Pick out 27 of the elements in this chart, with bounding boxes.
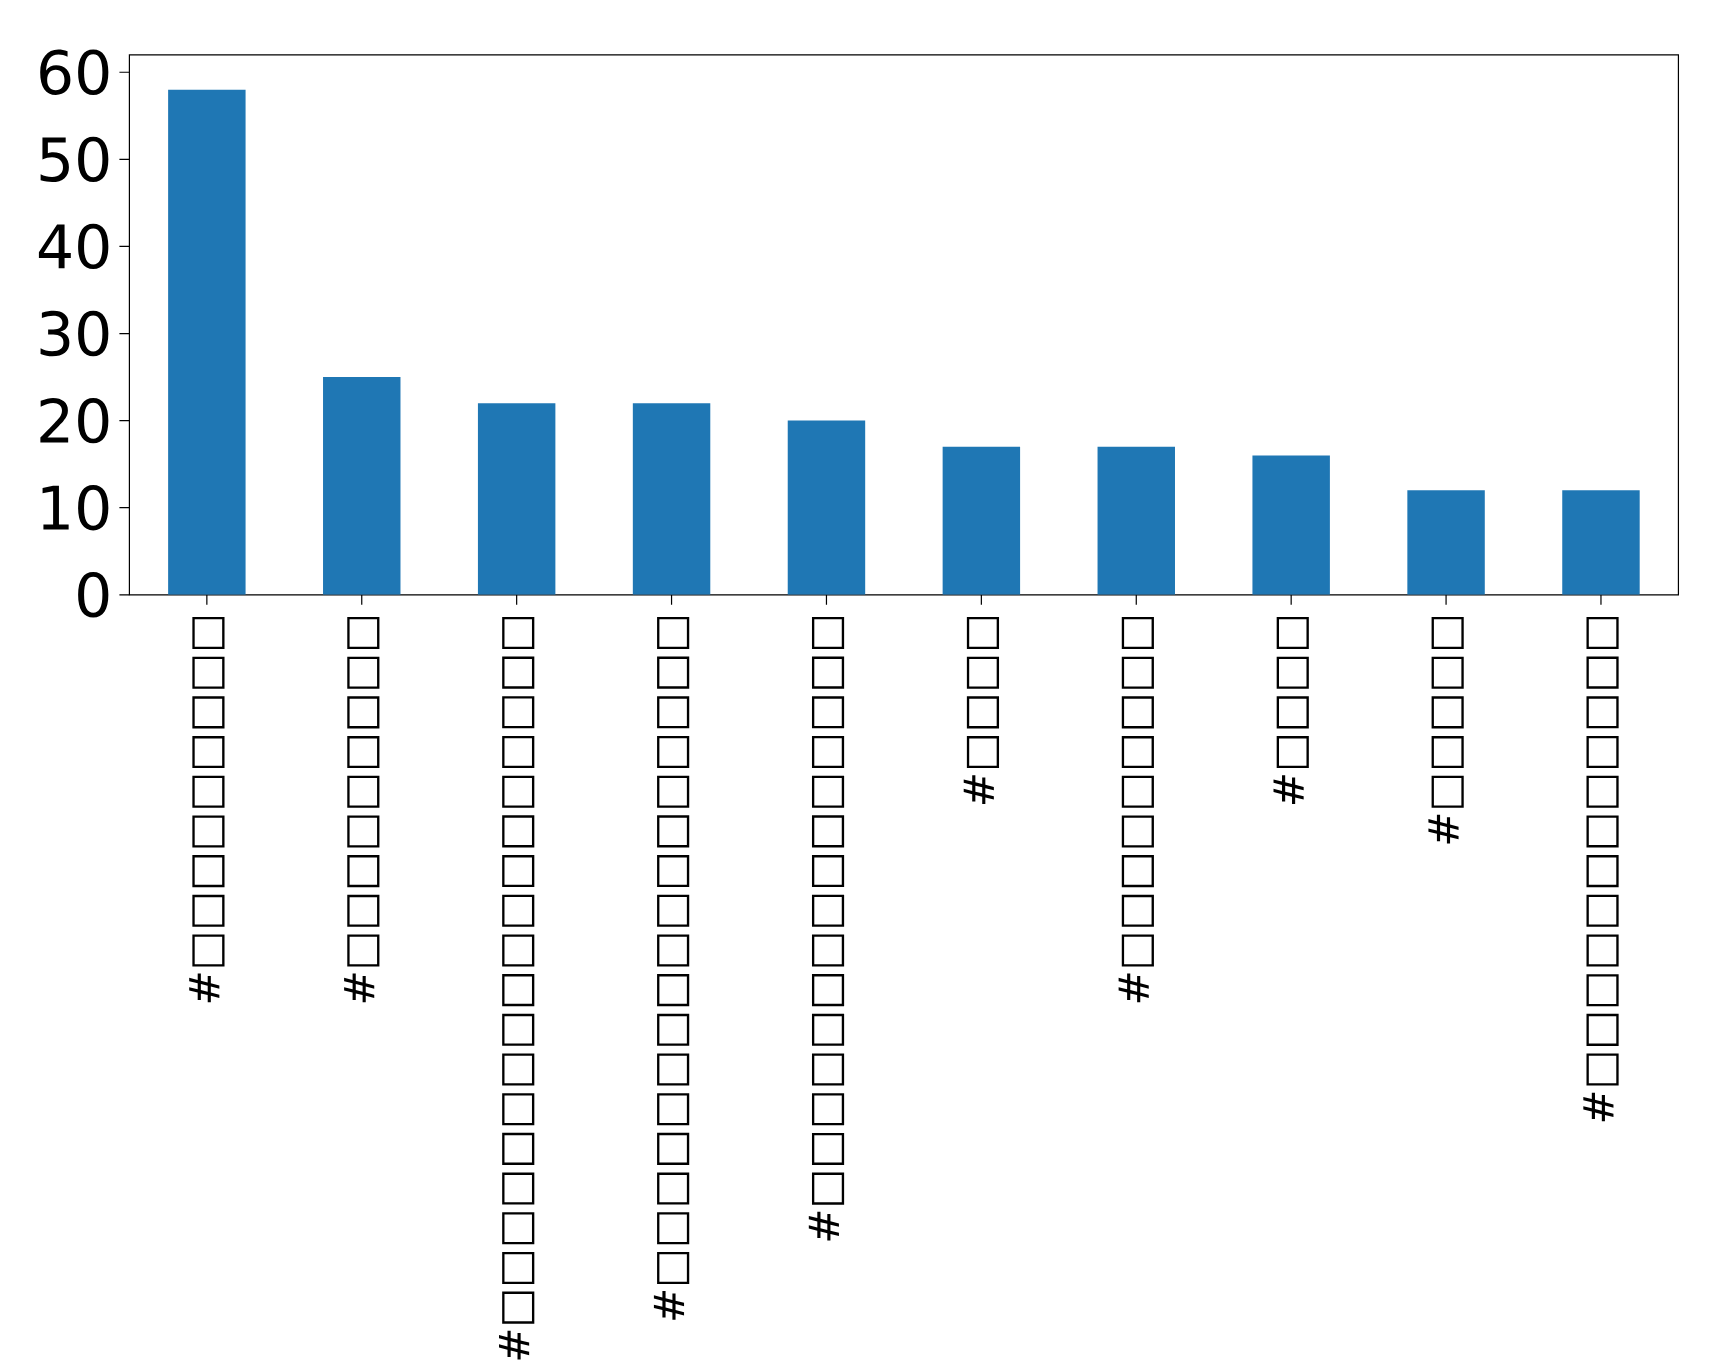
bar <box>168 89 246 595</box>
x-tick-label: #□□□□□□□□□□□□□□□□□□ <box>499 616 535 1360</box>
x-tick-label: #□□□□□ <box>1428 617 1464 844</box>
x-tick-label: #□□□□□□□□□ <box>1118 617 1154 1003</box>
x-tick-label: #□□□□□□□□□ <box>344 617 380 1003</box>
bar <box>477 403 556 595</box>
y-tick-label: 10 <box>42 485 109 531</box>
x-tick-label: #□□□□□□□□□ <box>189 617 225 1003</box>
bar <box>1407 490 1485 595</box>
x-tick-label: #□□□□□□□□□□□□ <box>1583 617 1619 1122</box>
bar <box>787 420 866 595</box>
y-tick-label: 0 <box>78 572 109 618</box>
x-tick-label: #□□□□□□□□□□□□□□□□□ <box>653 616 690 1320</box>
y-tick-label: 40 <box>38 223 109 270</box>
x-tick-label: #□□□□ <box>963 617 1000 804</box>
y-tick-label: 60 <box>40 49 109 96</box>
bar <box>1097 446 1175 595</box>
bar <box>1252 455 1330 595</box>
bar <box>942 446 1021 595</box>
y-tick-label: 20 <box>40 398 109 444</box>
x-tick-label: #□□□□□□□□□□□□□□□ <box>808 617 845 1241</box>
y-tick-label: 50 <box>40 136 109 183</box>
y-tick-label: 30 <box>40 310 109 357</box>
x-tick-label: #□□□□ <box>1273 617 1309 804</box>
bar <box>632 403 711 595</box>
bar <box>1562 490 1640 595</box>
bar <box>323 377 401 595</box>
